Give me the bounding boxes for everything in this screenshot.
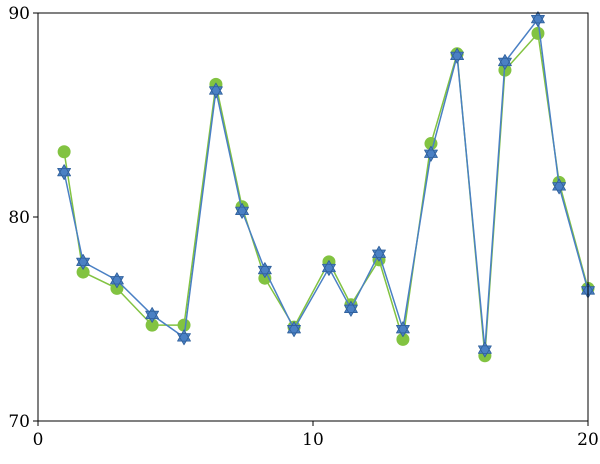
point-marker: [372, 245, 386, 262]
point-marker: [396, 321, 410, 338]
series-line: [63, 31, 589, 356]
point-marker: [552, 178, 567, 195]
point-marker: [57, 145, 71, 159]
point-marker: [450, 47, 464, 64]
point-marker: [531, 26, 545, 40]
x-tick-label: 20: [577, 430, 599, 450]
plot-frame: [37, 12, 589, 422]
point-marker: [177, 329, 191, 346]
x-tick-label: 0: [33, 430, 44, 450]
point-marker: [209, 82, 223, 99]
point-marker: [531, 11, 545, 28]
point-marker: [235, 202, 249, 219]
point-marker: [110, 281, 124, 295]
point-marker: [110, 272, 124, 289]
point-marker: [177, 318, 191, 332]
point-marker: [287, 321, 301, 338]
point-marker: [57, 164, 72, 181]
point-marker: [322, 260, 336, 276]
point-marker: [145, 318, 159, 332]
y-tick-label: 80: [8, 208, 30, 228]
point-marker: [396, 332, 410, 346]
point-marker: [145, 307, 160, 323]
point-marker: [498, 54, 512, 70]
x-tick-label: 10: [302, 430, 324, 450]
point-marker: [477, 341, 492, 358]
point-marker: [344, 300, 358, 317]
y-tick-label: 70: [8, 412, 30, 432]
y-tick-label: 90: [8, 4, 30, 24]
point-marker: [257, 262, 272, 278]
point-marker: [76, 253, 90, 270]
point-marker: [424, 145, 438, 162]
point-marker: [76, 265, 90, 279]
